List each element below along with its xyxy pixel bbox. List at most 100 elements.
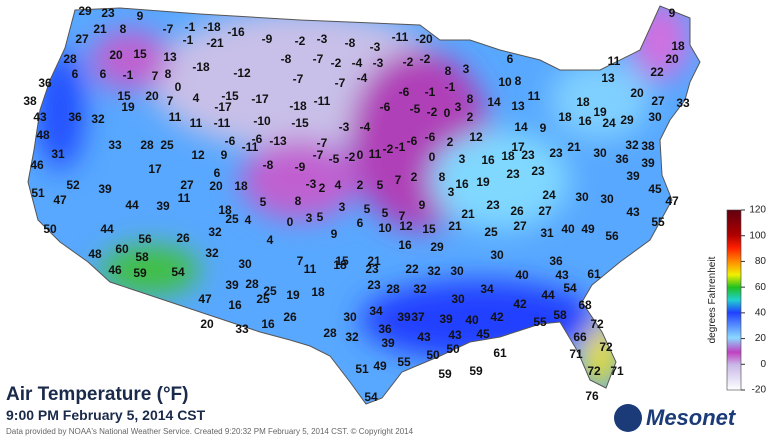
station-temp: 47	[198, 292, 212, 306]
station-temp: -2	[331, 56, 342, 70]
station-temp: -5	[329, 152, 340, 166]
title: Air Temperature (°F)	[6, 384, 189, 405]
station-temp: 5	[377, 178, 384, 192]
station-temp: -18	[192, 60, 210, 74]
station-temp: 25	[484, 225, 498, 239]
station-temp: 58	[553, 308, 567, 322]
station-temp: 20	[200, 317, 214, 331]
station-temp: 8	[295, 194, 302, 208]
station-temp: 13	[511, 99, 525, 113]
station-temp: 7	[152, 69, 159, 83]
station-temp: 38	[641, 139, 655, 153]
station-temp: 30	[490, 248, 504, 262]
station-temp: 72	[587, 364, 601, 378]
station-temp: 4	[267, 233, 274, 247]
legend-tick-label: 120	[749, 205, 766, 216]
station-temp: 6	[357, 216, 364, 230]
station-temp: 25	[263, 284, 277, 298]
station-temp: 25	[225, 212, 239, 226]
station-temp: 56	[138, 232, 152, 246]
station-temp: -4	[352, 56, 363, 70]
station-temp: 15	[422, 222, 436, 236]
station-temp: 16	[455, 177, 469, 191]
station-temp: 3	[455, 100, 462, 114]
legend: -20 0 20 40 60 80 100 120	[741, 205, 766, 396]
station-temp: 23	[506, 167, 520, 181]
station-temp: 32	[208, 225, 222, 239]
subtitle: 9:00 PM February 5, 2014 CST	[6, 407, 206, 423]
station-temp: 26	[510, 204, 524, 218]
station-temp: 55	[651, 215, 665, 229]
station-temp: 8	[439, 170, 446, 184]
station-temp: 32	[413, 282, 427, 296]
station-temp: 60	[115, 242, 129, 256]
station-temp: 18	[558, 110, 572, 124]
station-temp: 14	[487, 95, 501, 109]
station-temp: 33	[676, 96, 690, 110]
station-temp: 22	[650, 65, 664, 79]
station-temp: 18	[671, 39, 685, 53]
station-temp: 40	[515, 268, 529, 282]
station-temp: 8	[120, 22, 127, 36]
station-temp: 42	[513, 297, 527, 311]
station-temp: -12	[233, 66, 251, 80]
station-temp: 72	[599, 340, 613, 354]
station-temp: 36	[68, 110, 82, 124]
temperature-field	[28, 6, 700, 404]
station-temp: 36	[549, 254, 563, 268]
station-temp: 36	[38, 76, 52, 90]
station-temp: -15	[221, 89, 239, 103]
station-temp: 29	[430, 240, 444, 254]
station-temp: 0	[429, 150, 436, 164]
station-temp: -7	[293, 72, 304, 86]
station-temp: 14	[514, 120, 528, 134]
station-temp: 27	[180, 178, 194, 192]
station-temp: 39	[225, 278, 239, 292]
station-temp: 6	[100, 67, 107, 81]
station-temp: 68	[578, 298, 592, 312]
station-temp: 0	[444, 106, 451, 120]
station-temp: -1	[425, 85, 436, 99]
station-temp: 23	[486, 198, 500, 212]
station-temp: -7	[335, 76, 346, 90]
station-temp: -18	[289, 99, 307, 113]
station-temp: 2	[357, 178, 364, 192]
station-temp: -2	[383, 142, 394, 156]
station-temp: 51	[355, 362, 369, 376]
station-temp: 16	[481, 153, 495, 167]
station-temp: 34	[480, 282, 494, 296]
station-temp: 44	[541, 288, 555, 302]
station-temp: 28	[323, 326, 337, 340]
station-temp: 3	[463, 62, 470, 76]
station-temp: 32	[91, 112, 105, 126]
station-temp: 12	[399, 219, 413, 233]
station-temp: 0	[175, 80, 182, 94]
station-temp: -1	[395, 140, 406, 154]
station-temp: 40	[465, 313, 479, 327]
station-temp: 36	[615, 152, 629, 166]
station-temp: 15	[117, 89, 131, 103]
station-temp: 56	[605, 229, 619, 243]
station-temp: 33	[108, 138, 122, 152]
legend-tick-label: 40	[755, 307, 767, 318]
legend-tick-label: 0	[760, 359, 766, 370]
station-temp: 11	[304, 262, 317, 276]
station-temp: 39	[397, 310, 411, 324]
station-temp: 2	[411, 170, 418, 184]
legend-tick-label: -20	[752, 385, 767, 396]
station-temp: -16	[227, 25, 245, 39]
station-temp: 42	[490, 310, 504, 324]
station-temp: 18	[218, 203, 232, 217]
station-temp: -2	[295, 34, 306, 48]
station-temp: 18	[333, 258, 347, 272]
station-temp: 4	[245, 213, 252, 227]
station-temp: 28	[140, 138, 154, 152]
station-temp: -2	[420, 52, 431, 66]
station-temp: -3	[317, 32, 328, 46]
station-temp: 3	[339, 200, 346, 214]
station-temp: 50	[426, 348, 440, 362]
station-temp: 55	[533, 315, 547, 329]
station-temp: 16	[578, 114, 592, 128]
station-temp: -7	[313, 148, 324, 162]
